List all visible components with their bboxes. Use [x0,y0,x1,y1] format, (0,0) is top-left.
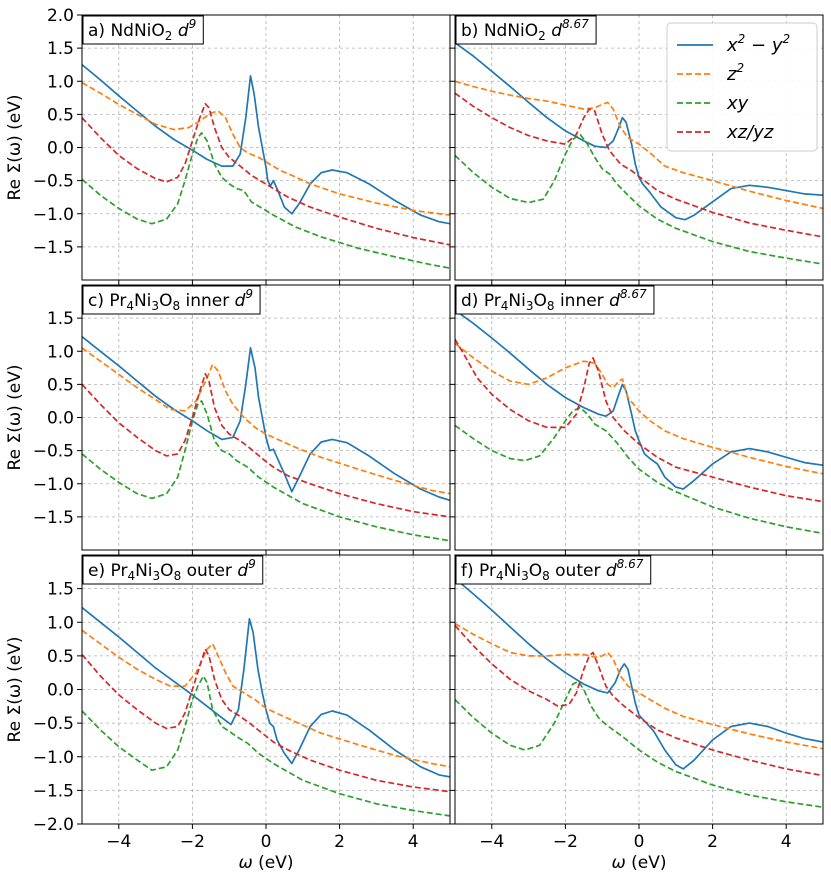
panel-label-box [82,285,261,315]
panel-label: f) Pr4Ni3O8 outer d8.67 [461,557,644,583]
series-line-xzyz [455,338,823,503]
y-tick-label: −1.0 [33,748,74,768]
y-tick-label: −1.5 [33,508,74,528]
y-tick-label: 0.5 [47,647,74,667]
y-tick-label: −0.5 [33,714,74,734]
series-line-xzyz [455,92,823,238]
panel-label: e) Pr4Ni3O8 outer d9 [88,557,256,583]
y-tick-label: 1.0 [47,72,74,92]
series-line-x2y2 [82,606,450,778]
y-axis-label: Re Σ(ω) (eV) [5,365,25,471]
series-line-xy [455,133,823,265]
panel-f: −4 −2 0 2 4 f) Pr4Ni3O8 outer d8.67 ω (eV) [450,554,824,873]
y-tick-label: 0.0 [47,409,74,429]
panel-label-box [82,15,204,45]
series-line-z2 [82,347,450,495]
panel-label-box [455,555,652,585]
series-line-xy [82,400,450,542]
y-tick-label: 0.5 [47,375,74,395]
y-tick-label: 1.5 [47,309,74,329]
panel-label: a) NdNiO2 d9 [88,17,196,43]
x-tick-label: 4 [408,832,419,852]
panel-label-box [455,285,655,315]
y-tick-label: −1.0 [33,205,74,225]
panel-d: d) Pr4Ni3O8 inner d8.67 [450,284,824,555]
y-tick-label: 0.0 [47,139,74,159]
series-line-xy [82,132,450,269]
x-tick-label: 4 [781,832,792,852]
x-tick-label: −2 [553,832,578,852]
panel-c: −1.5 −1.0 −0.5 0.0 0.5 1.0 1.5 c) Pr4Ni3O8 inne… [5,284,451,555]
panel-a: −1.5 −1.0 −0.5 0.0 0.5 1.0 1.5 2.0 a) NdNiO2 d9 R… [5,6,451,285]
series-line-xzyz [82,648,450,793]
legend-label-xzyz: xz/yz [726,122,774,143]
y-tick-label: 1.0 [47,342,74,362]
y-axis-label: Re Σ(ω) (eV) [5,637,25,743]
y-tick-label: 0.0 [47,681,74,701]
panel-label: c) Pr4Ni3O8 inner d9 [88,287,253,313]
y-tick-label: −1.5 [33,781,74,801]
legend-label-xy: xy [726,93,749,114]
series-line-xzyz [455,625,823,777]
panel-label: b) NdNiO2 d8.67 [461,17,589,43]
panel-label-box [455,15,597,45]
series-line-z2 [82,629,450,768]
x-tick-label: 0 [634,832,645,852]
y-tick-label: −0.5 [33,172,74,192]
series-line-xzyz [82,372,450,518]
x-axis-label: ω (eV) [611,853,666,873]
panel-e: −4 −2 0 2 4 −2.0 −1.5 −1.0 −0.5 0.0 0.5 1.0 1.5 e) Pr… [5,554,451,873]
series-line-x2y2 [455,42,823,221]
series-line-x2y2 [455,309,823,490]
y-tick-label: 2.0 [47,6,74,26]
series-line-x2y2 [455,577,823,770]
y-tick-label: 1.5 [47,580,74,600]
series-line-z2 [455,80,823,210]
legend-box [666,22,818,152]
y-tick-label: 1.0 [47,613,74,633]
x-tick-label: 0 [261,832,272,852]
x-tick-label: −2 [180,832,205,852]
y-tick-label: −2.0 [33,815,74,835]
y-axis-label: Re Σ(ω) (eV) [5,95,25,201]
series-line-z2 [455,342,823,475]
x-tick-label: −4 [479,832,504,852]
y-tick-label: −1.5 [33,238,74,258]
y-tick-label: −0.5 [33,442,74,462]
series-line-xy [455,680,823,809]
series-line-z2 [82,81,450,216]
legend-label-z2: z2 [726,61,744,85]
panel-label: d) Pr4Ni3O8 inner d8.67 [461,287,647,313]
y-tick-label: 1.5 [47,39,74,59]
x-tick-label: −4 [106,832,131,852]
x-tick-label: 2 [707,832,718,852]
y-tick-label: 0.5 [47,105,74,125]
x-tick-label: 2 [334,832,345,852]
series-line-xy [455,406,823,535]
series-line-z2 [455,622,823,750]
legend-label-x2y2: x2 − y2 [726,32,790,56]
panel-label-box [82,555,264,585]
y-tick-label: −1.0 [33,475,74,495]
series-line-xzyz [82,102,450,246]
x-axis-label: ω (eV) [238,853,293,873]
panel-b: b) NdNiO2 d8.67 x2 − y2 z2 xy xz/yz [450,14,824,285]
series-line-xy [82,675,450,817]
series-line-x2y2 [82,336,450,502]
series-line-x2y2 [82,64,450,225]
